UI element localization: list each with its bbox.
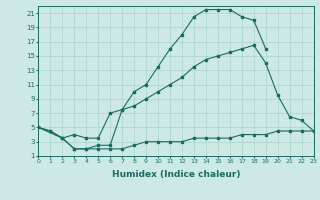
X-axis label: Humidex (Indice chaleur): Humidex (Indice chaleur) (112, 170, 240, 179)
